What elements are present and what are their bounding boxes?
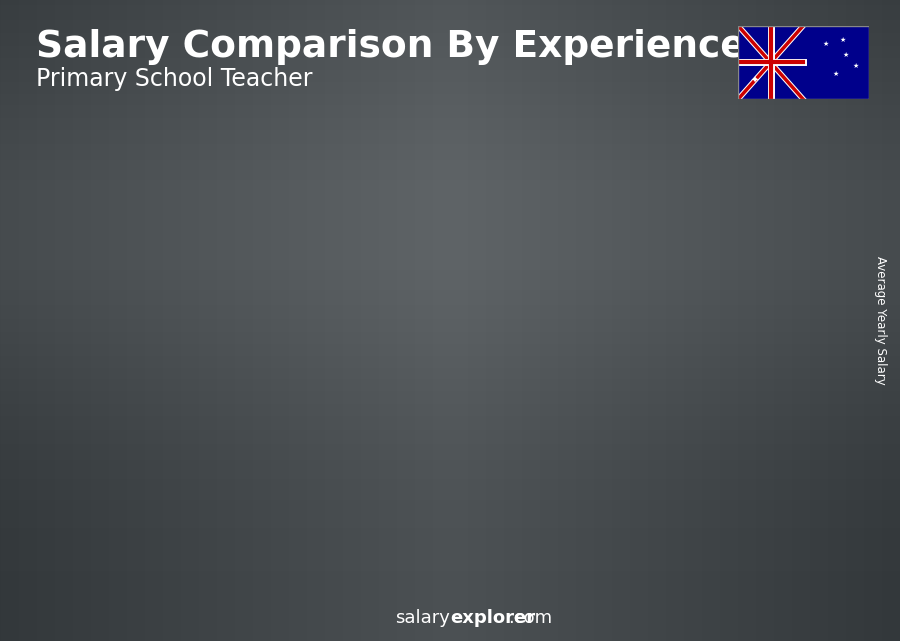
- Text: 93,000 AUD: 93,000 AUD: [561, 169, 648, 183]
- Text: 101,000 AUD: 101,000 AUD: [686, 136, 783, 151]
- FancyArrowPatch shape: [148, 367, 204, 417]
- Text: .com: .com: [508, 609, 553, 627]
- Polygon shape: [464, 220, 544, 230]
- Text: Average Yearly Salary: Average Yearly Salary: [874, 256, 886, 385]
- Text: explorer: explorer: [450, 609, 536, 627]
- Polygon shape: [334, 282, 414, 292]
- Polygon shape: [74, 422, 154, 433]
- Text: +8%: +8%: [670, 94, 727, 113]
- Text: ★: ★: [842, 52, 849, 58]
- Bar: [74, 433, 141, 577]
- FancyArrowPatch shape: [669, 146, 725, 183]
- FancyArrowPatch shape: [408, 214, 464, 276]
- Text: 47,400 AUD: 47,400 AUD: [170, 354, 258, 369]
- Polygon shape: [724, 156, 805, 166]
- Polygon shape: [594, 188, 674, 199]
- Text: Primary School Teacher: Primary School Teacher: [36, 67, 312, 91]
- Polygon shape: [141, 422, 154, 577]
- Text: +48%: +48%: [273, 220, 345, 240]
- Text: ★: ★: [823, 41, 829, 47]
- Text: ★: ★: [852, 63, 859, 69]
- Text: Salary Comparison By Experience: Salary Comparison By Experience: [36, 29, 746, 65]
- Text: ✦: ✦: [751, 76, 759, 86]
- Bar: [594, 199, 662, 577]
- Polygon shape: [271, 374, 284, 577]
- Text: salary: salary: [395, 609, 450, 627]
- Text: ★: ★: [832, 71, 839, 76]
- Text: +34%: +34%: [143, 312, 215, 332]
- Text: 70,000 AUD: 70,000 AUD: [300, 262, 388, 277]
- Text: ★: ★: [840, 37, 845, 44]
- Bar: [724, 166, 791, 577]
- FancyArrowPatch shape: [277, 279, 335, 368]
- Polygon shape: [662, 188, 674, 577]
- FancyArrowPatch shape: [539, 179, 595, 214]
- Bar: [203, 384, 271, 577]
- Text: 35,500 AUD: 35,500 AUD: [40, 403, 128, 417]
- Text: 85,300 AUD: 85,300 AUD: [430, 200, 518, 215]
- Polygon shape: [203, 374, 284, 384]
- Bar: [334, 292, 401, 577]
- Text: +9%: +9%: [541, 126, 598, 146]
- Text: +22%: +22%: [403, 158, 475, 178]
- Polygon shape: [791, 156, 805, 577]
- Polygon shape: [531, 220, 544, 577]
- Polygon shape: [401, 282, 414, 577]
- Bar: [464, 230, 531, 577]
